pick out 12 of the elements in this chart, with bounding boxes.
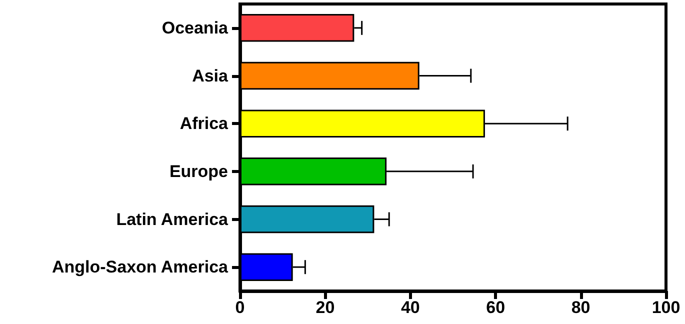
x-tick-label: 80 [571, 298, 590, 317]
x-tick-label: 40 [400, 298, 420, 317]
x-tick-label: 20 [316, 298, 335, 317]
x-tick-label: 100 [652, 298, 680, 317]
y-tick-label: Europe [169, 162, 228, 181]
y-tick-label: Oceania [162, 18, 229, 38]
y-tick-label: Anglo-Saxon America [52, 258, 229, 277]
y-tick-label: Latin America [116, 210, 229, 229]
y-tick-label: Africa [180, 114, 229, 134]
y-tick-label: Asia [192, 66, 229, 86]
x-tick-label: 60 [486, 298, 506, 317]
x-tick-label: 0 [235, 298, 245, 317]
